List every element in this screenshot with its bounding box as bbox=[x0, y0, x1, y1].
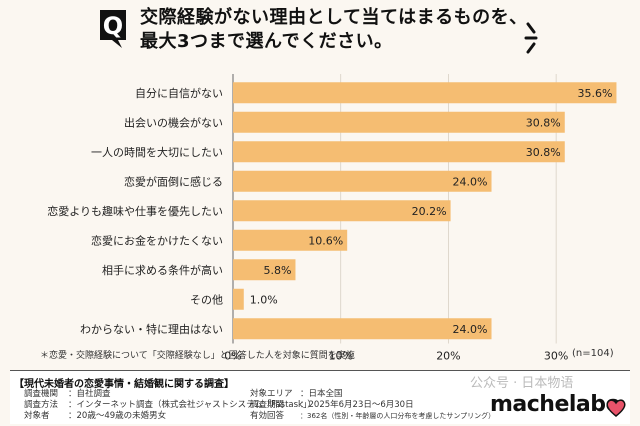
category-label: 恋愛が面倒に感じる bbox=[124, 174, 223, 188]
value-label: 30.8% bbox=[526, 116, 561, 129]
q-letter: Q bbox=[103, 12, 123, 40]
category-label: 恋愛にお金をかけたくない bbox=[91, 233, 223, 247]
info-key: 調査機関 bbox=[24, 389, 59, 399]
bar bbox=[233, 288, 244, 310]
value-label: 24.0% bbox=[453, 175, 488, 188]
category-label: 一人の時間を大切にしたい bbox=[91, 145, 223, 159]
x-tick-label: 10% bbox=[328, 350, 352, 363]
x-tick-label: 30% bbox=[544, 350, 568, 363]
value-label: 1.0% bbox=[250, 293, 278, 306]
info-value: ：20歳〜49歳の未婚男女 bbox=[68, 411, 167, 421]
sample-size: (n=104) bbox=[572, 348, 614, 359]
machelabo-logo: machelabo bbox=[490, 392, 621, 417]
value-label: 5.8% bbox=[264, 264, 292, 277]
bar bbox=[233, 111, 565, 133]
bar bbox=[233, 318, 492, 340]
survey-info-left: 調査機関 ：自社調査 調査方法 ：インターネット調査（株式会社ジャストシステム「Fa… bbox=[24, 389, 316, 422]
bar bbox=[233, 259, 296, 281]
value-label: 30.8% bbox=[526, 146, 561, 159]
category-label: 自分に自信がない bbox=[135, 86, 223, 100]
category-label: その他 bbox=[190, 293, 223, 306]
info-key: 調査方法 bbox=[24, 400, 59, 410]
survey-info-row: 有効回答 ：362名（性別・年齢層の人口分布を考慮したサンプリング） bbox=[250, 411, 495, 422]
survey-info-title: 【現代未婚者の恋愛事情・結婚観に関する調査】 bbox=[14, 379, 234, 390]
bar bbox=[233, 200, 451, 222]
category-label: わからない・特に理由はない bbox=[80, 322, 223, 336]
info-value: ：2025年6月23日〜6月30日 bbox=[300, 400, 414, 410]
survey-info-row: 対象者 ：20歳〜49歳の未婚男女 bbox=[24, 411, 316, 422]
heart-icon bbox=[606, 399, 626, 417]
survey-info-row: 調査方法 ：インターネット調査（株式会社ジャストシステム「Fastask」） bbox=[24, 400, 316, 411]
question-badge-icon: Q bbox=[100, 10, 126, 48]
bar bbox=[233, 141, 565, 163]
value-label: 24.0% bbox=[453, 323, 488, 336]
survey-info-row: 対象エリア ：日本全国 bbox=[250, 389, 495, 400]
category-label: 恋愛よりも趣味や仕事を優先したい bbox=[47, 204, 223, 218]
value-label: 35.6% bbox=[578, 87, 613, 100]
x-tick-label: 20% bbox=[436, 350, 460, 363]
watermark: 公众号 · 日本物语 bbox=[470, 376, 574, 391]
question-title: 交際経験がない理由として当てはまるものを、 最大3つまで選んでください。 bbox=[140, 6, 528, 54]
value-label: 20.2% bbox=[412, 205, 447, 218]
title-line-2: 最大3つまで選んでください。 bbox=[140, 31, 393, 52]
info-key: 調査期間 bbox=[250, 400, 285, 410]
survey-info-panel: 【現代未婚者の恋愛事情・結婚観に関する調査】 調査機関 ：自社調査 調査方法 ：イン… bbox=[10, 370, 630, 424]
info-value: ：362名（性別・年齢層の人口分布を考慮したサンプリング） bbox=[300, 412, 496, 420]
info-value: ：インターネット調査（株式会社ジャストシステム「Fastask」） bbox=[68, 400, 316, 410]
bar bbox=[233, 82, 617, 104]
survey-info-row: 調査機関 ：自社調査 bbox=[24, 389, 316, 400]
emphasis-marks-icon bbox=[524, 22, 538, 54]
x-tick-label: 0% bbox=[224, 350, 241, 363]
value-label: 10.6% bbox=[308, 234, 343, 247]
survey-info-row: 調査期間 ：2025年6月23日〜6月30日 bbox=[250, 400, 495, 411]
bar bbox=[233, 229, 348, 251]
info-key: 有効回答 bbox=[250, 411, 285, 421]
category-label: 出会いの機会がない bbox=[124, 115, 223, 129]
survey-info-right: 対象エリア ：日本全国 調査期間 ：2025年6月23日〜6月30日 有効回答 ：36… bbox=[250, 389, 495, 422]
footnote: ＊恋愛・交際経験について「交際経験なし」と回答した人を対象に質問を実施 bbox=[40, 351, 355, 361]
info-key: 対象者 bbox=[24, 411, 50, 421]
bar bbox=[233, 170, 492, 192]
category-label: 相手に求める条件が高い bbox=[102, 263, 223, 277]
title-line-1: 交際経験がない理由として当てはまるものを、 bbox=[140, 7, 528, 28]
info-key: 対象エリア bbox=[250, 389, 293, 399]
info-value: ：自社調査 bbox=[68, 389, 111, 399]
info-value: ：日本全国 bbox=[300, 389, 343, 399]
